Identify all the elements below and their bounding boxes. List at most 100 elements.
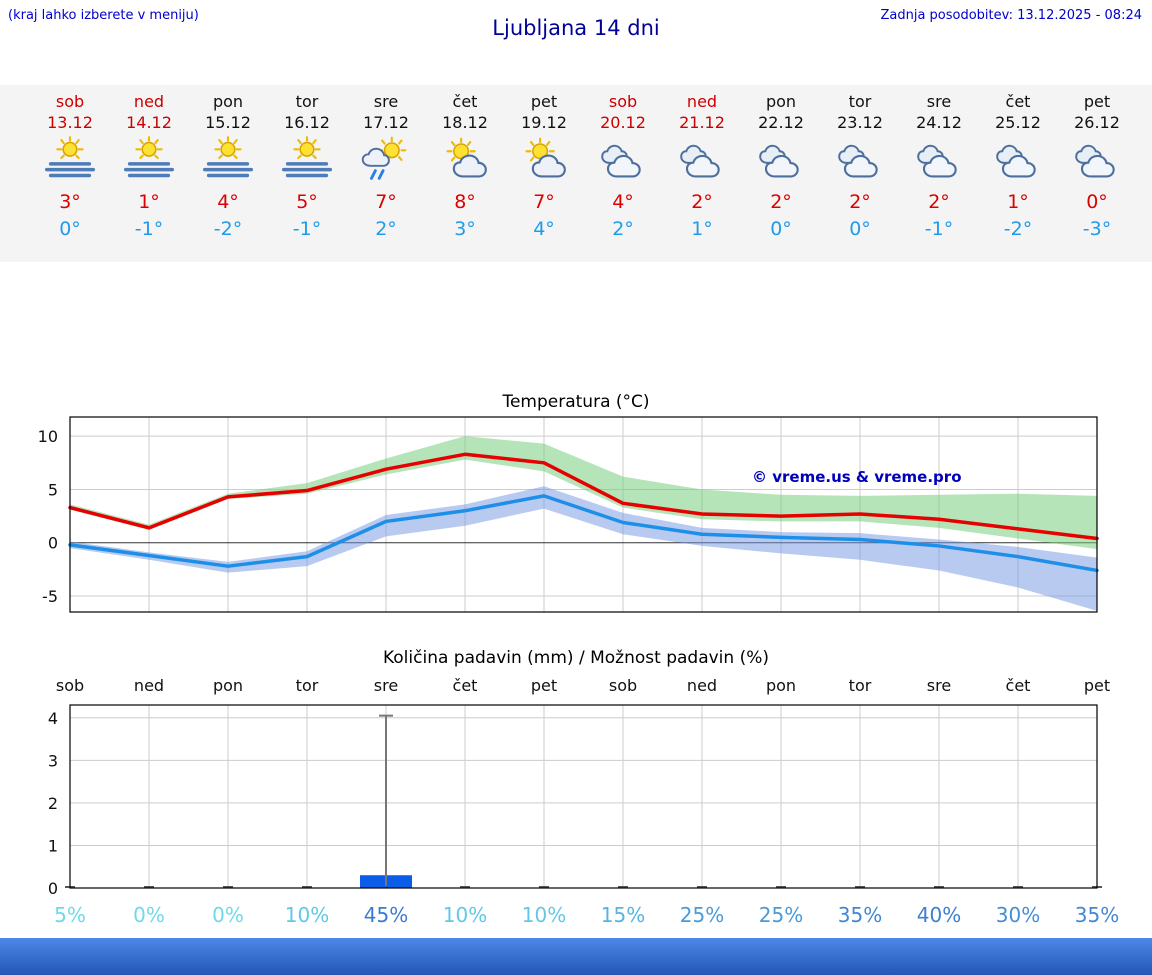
day-name: pet xyxy=(1083,92,1111,111)
forecast-day-0: sob 13.12 3° 0° xyxy=(31,92,110,240)
cloud-icon xyxy=(742,136,821,184)
precip-probability: 10% xyxy=(442,903,488,927)
day-temp-min: 4° xyxy=(533,218,555,240)
day-temp-max: 2° xyxy=(691,191,713,213)
day-date: 23.12 xyxy=(837,113,883,132)
day-date: 25.12 xyxy=(995,113,1041,132)
day-date: 26.12 xyxy=(1074,113,1120,132)
precip-day-label: ned xyxy=(686,676,718,695)
day-temp-min: -2° xyxy=(213,218,243,240)
forecast-day-4: sre 17.12 7° 2° xyxy=(347,92,426,240)
day-date: 16.12 xyxy=(284,113,330,132)
svg-text:5: 5 xyxy=(48,480,58,499)
day-temp-min: -1° xyxy=(924,218,954,240)
cloud-icon xyxy=(1058,136,1137,184)
precip-day-label: pet xyxy=(530,676,558,695)
cloud-icon xyxy=(663,136,742,184)
day-name: sre xyxy=(373,92,399,111)
forecast-day-9: pon 22.12 2° 0° xyxy=(742,92,821,240)
precip-probability: 45% xyxy=(363,903,409,927)
day-temp-min: 2° xyxy=(612,218,634,240)
day-temp-min: -1° xyxy=(292,218,322,240)
precip-day-label: čet xyxy=(1005,676,1031,695)
day-temp-min: 0° xyxy=(59,218,81,240)
day-temp-max: 3° xyxy=(59,191,81,213)
forecast-day-11: sre 24.12 2° -1° xyxy=(900,92,979,240)
precip-day-label: sre xyxy=(373,676,399,695)
day-temp-min: 3° xyxy=(454,218,476,240)
precip-day-label: tor xyxy=(848,676,872,695)
day-temp-min: -3° xyxy=(1082,218,1112,240)
precip-day-label: tor xyxy=(295,676,319,695)
temperature-chart-title: Temperatura (°C) xyxy=(502,392,650,412)
day-date: 17.12 xyxy=(363,113,409,132)
sun-fog-icon xyxy=(110,136,189,184)
day-temp-max: 8° xyxy=(454,191,476,213)
precip-probability: 15% xyxy=(600,903,646,927)
svg-text:0: 0 xyxy=(48,534,58,553)
day-temp-max: 1° xyxy=(1007,191,1029,213)
precip-probability: 10% xyxy=(284,903,330,927)
day-date: 20.12 xyxy=(600,113,646,132)
day-name: čet xyxy=(452,92,478,111)
day-name: ned xyxy=(133,92,165,111)
sun-rain-icon xyxy=(347,136,426,184)
forecast-day-10: tor 23.12 2° 0° xyxy=(821,92,900,240)
day-name: tor xyxy=(295,92,319,111)
day-date: 14.12 xyxy=(126,113,172,132)
day-date: 15.12 xyxy=(205,113,251,132)
day-temp-min: -1° xyxy=(134,218,164,240)
day-temp-max: 4° xyxy=(612,191,634,213)
sun-fog-icon xyxy=(268,136,347,184)
precip-probability: 25% xyxy=(679,903,725,927)
forecast-day-6: pet 19.12 7° 4° xyxy=(505,92,584,240)
precip-probability: 35% xyxy=(837,903,883,927)
precip-probability: 0% xyxy=(212,903,244,927)
precip-probability: 0% xyxy=(133,903,165,927)
day-temp-min: 0° xyxy=(849,218,871,240)
svg-text:3: 3 xyxy=(48,751,58,770)
day-temp-min: 0° xyxy=(770,218,792,240)
day-temp-max: 2° xyxy=(849,191,871,213)
forecast-day-12: čet 25.12 1° -2° xyxy=(979,92,1058,240)
day-temp-max: 2° xyxy=(770,191,792,213)
day-name: sob xyxy=(608,92,638,111)
precip-chart-title: Količina padavin (mm) / Možnost padavin … xyxy=(382,648,769,668)
cloud-icon xyxy=(979,136,1058,184)
copyright-link[interactable]: © vreme.us & vreme.pro xyxy=(752,468,962,486)
day-name: pet xyxy=(530,92,558,111)
day-temp-max: 5° xyxy=(296,191,318,213)
day-name: čet xyxy=(1005,92,1031,111)
sun-cloud-icon xyxy=(426,136,505,184)
precip-probability: 10% xyxy=(521,903,567,927)
precip-day-label: pon xyxy=(765,676,797,695)
footer-ad-banner[interactable] xyxy=(0,938,1152,975)
day-temp-max: 7° xyxy=(533,191,555,213)
precip-day-label: sob xyxy=(55,676,85,695)
day-name: pon xyxy=(765,92,797,111)
day-name: tor xyxy=(848,92,872,111)
cloud-icon xyxy=(900,136,979,184)
precip-probability: 25% xyxy=(758,903,804,927)
forecast-day-7: sob 20.12 4° 2° xyxy=(584,92,663,240)
day-name: pon xyxy=(212,92,244,111)
day-date: 13.12 xyxy=(47,113,93,132)
forecast-day-5: čet 18.12 8° 3° xyxy=(426,92,505,240)
day-date: 19.12 xyxy=(521,113,567,132)
location-hint: (kraj lahko izberete v meniju) xyxy=(8,8,199,23)
day-temp-min: -2° xyxy=(1003,218,1033,240)
day-temp-max: 0° xyxy=(1086,191,1108,213)
day-temp-max: 4° xyxy=(217,191,239,213)
precip-probability: 5% xyxy=(54,903,86,927)
page-title: Ljubljana 14 dni xyxy=(492,16,660,40)
forecast-day-2: pon 15.12 4° -2° xyxy=(189,92,268,240)
precip-day-label: pon xyxy=(212,676,244,695)
precip-day-label: ned xyxy=(133,676,165,695)
forecast-day-13: pet 26.12 0° -3° xyxy=(1058,92,1137,240)
sun-cloud-icon xyxy=(505,136,584,184)
precip-probability: 30% xyxy=(995,903,1041,927)
cloud-icon xyxy=(821,136,900,184)
last-updated: Zadnja posodobitev: 13.12.2025 - 08:24 xyxy=(880,8,1142,23)
forecast-day-1: ned 14.12 1° -1° xyxy=(110,92,189,240)
day-name: ned xyxy=(686,92,718,111)
